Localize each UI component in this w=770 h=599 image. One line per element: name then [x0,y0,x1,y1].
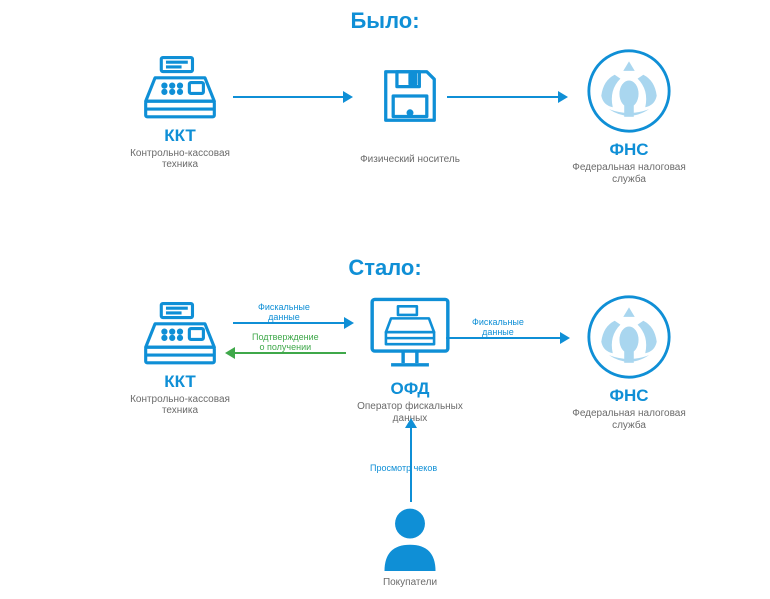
node-sub: Федеральная налоговаяслужба [559,408,699,431]
node-after-buyer: Покупатели [355,506,465,589]
section-title-after: Стало: [0,255,770,281]
edge-label: Просмотр чеков [370,464,437,474]
person-icon [355,506,465,571]
node-sub: Физический носитель [340,154,480,166]
arrow-head [344,317,354,329]
node-sub: Контрольно-кассоваятехника [110,148,250,171]
node-sub: Контрольно-кассоваятехника [110,394,250,417]
edge-label: Фискальныеданные [258,303,310,323]
node-title: ФНС [559,386,699,406]
arrow-head [560,332,570,344]
edge-label: Фискальныеданные [472,318,524,338]
node-after-fns: ФНС Федеральная налоговаяслужба [559,294,699,431]
node-before-media: Физический носитель [340,68,480,166]
cash-register-icon [110,56,250,120]
arrow-head [558,91,568,103]
monitor-register-icon [340,296,480,373]
node-title: ККТ [110,126,250,146]
arrow-head [225,347,235,359]
arrow-head [405,418,417,428]
arrow-line [233,96,345,98]
node-after-ofd: ОФД Оператор фискальныхданных [340,296,480,424]
node-before-fns: ФНС Федеральная налоговаяслужба [559,48,699,185]
emblem-icon [559,294,699,380]
arrow-line [447,96,560,98]
node-before-kkt: ККТ Контрольно-кассоваятехника [110,56,250,171]
node-title: ККТ [110,372,250,392]
section-title-before: Было: [0,8,770,34]
node-sub: Покупатели [355,577,465,589]
node-title: ОФД [340,379,480,399]
node-sub: Федеральная налоговаяслужба [559,162,699,185]
node-after-kkt: ККТ Контрольно-кассоваятехника [110,302,250,417]
emblem-icon [559,48,699,134]
arrow-head [343,91,353,103]
edge-label: Подтверждениео получении [252,333,319,353]
node-title: ФНС [559,140,699,160]
